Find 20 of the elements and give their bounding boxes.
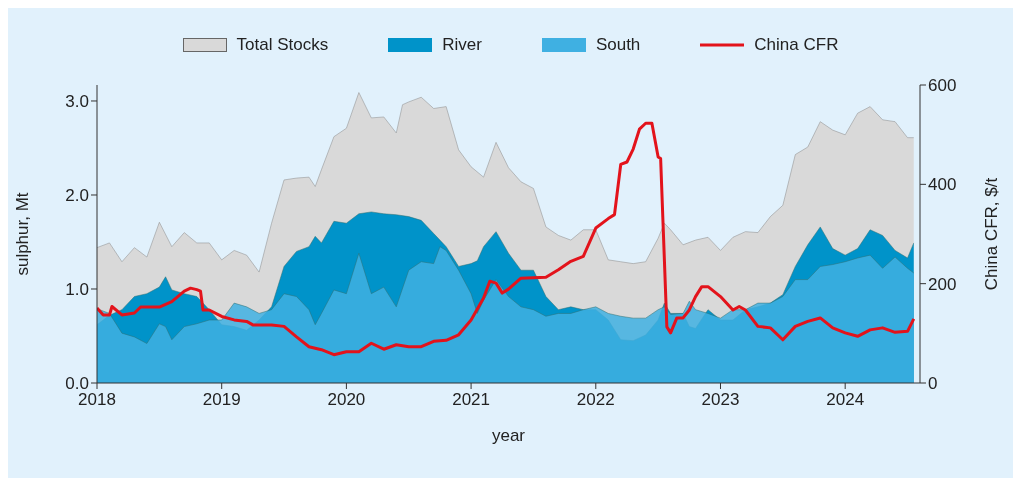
y-tick-label: 1.0 [65,280,89,300]
y2-tick-label: 200 [928,274,957,294]
legend-label: South [595,35,641,55]
y-axis-title: sulphur, Mt [13,192,33,276]
y2-tick-label: 600 [928,76,957,96]
legend-label: China CFR [754,35,839,55]
y2-tick-label: 400 [928,175,957,195]
x-axis-title: year [491,426,526,445]
legend-label: River [442,35,482,55]
x-tick-label: 2021 [452,390,490,410]
y-tick-label: 2.0 [65,186,89,206]
x-tick-label: 2020 [327,390,366,410]
x-tick-label: 2022 [576,390,615,410]
y2-tick-label: 0 [928,374,938,394]
x-tick-label: 2024 [826,390,865,410]
x-tick-label: 2019 [202,390,241,410]
legend-label: Total Stocks [236,35,329,55]
y-tick-label: 3.0 [65,92,89,112]
x-tick-label: 2023 [701,390,740,410]
y2-axis-title: China CFR, $/t [982,177,1002,291]
